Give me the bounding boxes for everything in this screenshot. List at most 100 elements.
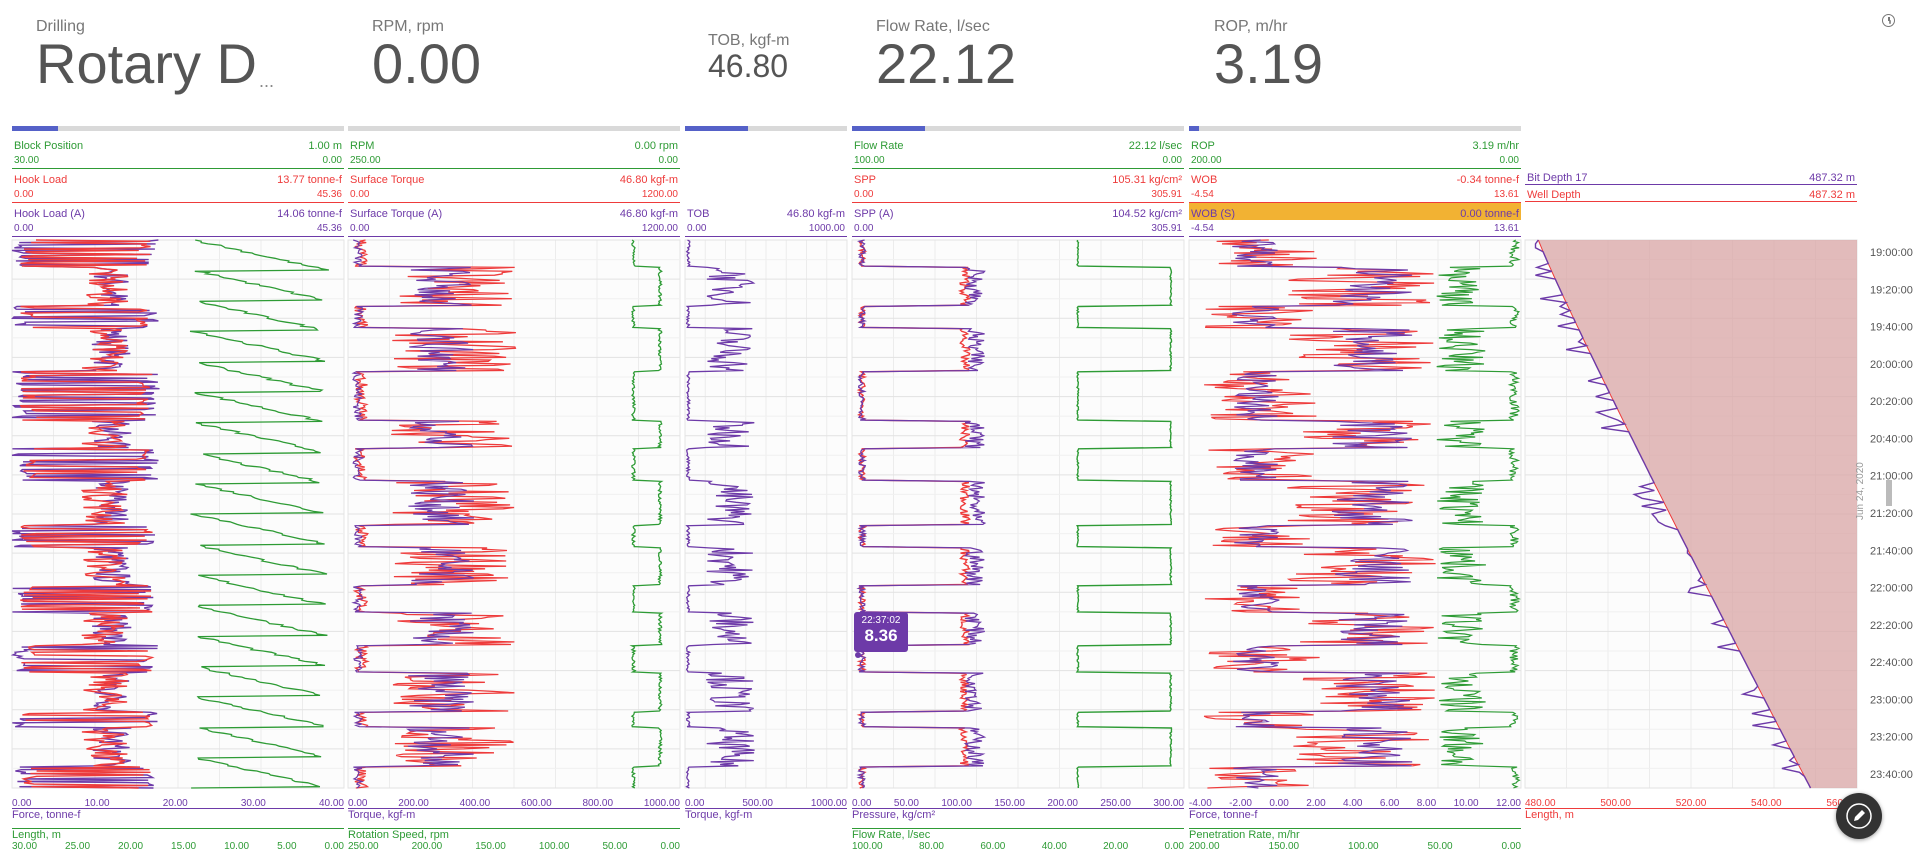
kpi-label: Drilling: [36, 18, 85, 35]
track-axis-footer_top: 0.00 500.00 1000.00 Torque, kgf-m: [685, 798, 847, 821]
axis-tick-label: 50.00: [893, 798, 919, 809]
curve-scale-row: 0.00 45.36: [12, 220, 344, 237]
track-axis-footer_top: -4.00 -2.00 0.00 2.00 4.00 6.00 8.00 10.00 12.00…: [1189, 798, 1521, 821]
block-position-curve: [189, 239, 330, 789]
axis-tick-label: -2.00: [1229, 798, 1252, 809]
curve-name: ROP: [1191, 140, 1215, 152]
curve-name-row[interactable]: SPP (A) 104.52 kg/cm²: [852, 203, 1184, 220]
axis-tick-label: 25.00: [65, 841, 91, 852]
axis-tick-label: -4.00: [1189, 798, 1212, 809]
curve-name-row[interactable]: ROP 3.19 m/hr: [1189, 135, 1521, 152]
track-axis-footer_bottom: Rotation Speed, rpm 250.00 200.00 150.00 100…: [348, 828, 680, 852]
curve-value: 104.52 kg/cm²: [1112, 208, 1182, 220]
axis-tick-label: 400.00: [459, 798, 491, 809]
time-axis-label: 21:20:00: [1870, 508, 1913, 520]
time-axis-label: 19:00:00: [1870, 247, 1913, 259]
curve-name-row[interactable]: Block Position 1.00 m: [12, 135, 344, 152]
scale-min: 0.00: [687, 222, 707, 234]
axis-tick-label: 500.00: [742, 798, 773, 809]
axis-tick-label: 250.00: [1100, 798, 1131, 809]
curve-name-row[interactable]: Surface Torque 46.80 kgf-m: [348, 169, 680, 186]
scale-min: 200.00: [1191, 154, 1222, 166]
curve-name-row[interactable]: Surface Torque (A) 46.80 kgf-m: [348, 203, 680, 220]
curve-name-row[interactable]: WOB -0.34 tonne-f: [1189, 169, 1521, 186]
axis-tick-label: 8.00: [1416, 798, 1437, 809]
kpi-value: 46.80: [708, 48, 789, 84]
curve-value: 22.12 l/sec: [1128, 140, 1182, 152]
track-progress-bar: [348, 126, 680, 131]
progress-fill: [1189, 126, 1199, 131]
curve-name-row[interactable]: Bit Depth 17 487.32 m: [1525, 168, 1857, 185]
track-axis-footer_top: 0.00 10.00 20.00 30.00 40.00 Force, tonne-f: [12, 798, 344, 821]
curve-name-row[interactable]: TOB 46.80 kgf-m: [685, 203, 847, 220]
axis-tick-label: 480.00: [1525, 798, 1556, 809]
curve-name-row[interactable]: Flow Rate 22.12 l/sec: [852, 135, 1184, 152]
well-depth-area: [1538, 240, 1857, 788]
tob-curve: [685, 239, 756, 789]
curve-value: -0.34 tonne-f: [1456, 174, 1519, 186]
axis-tick-label: 10.00: [224, 841, 250, 852]
axis-tick-label: 20.00: [1103, 841, 1129, 852]
curve-name: WOB (S): [1191, 208, 1235, 220]
axis-title: Force, tonne-f: [12, 808, 344, 821]
axis-tick-label: 100.00: [1348, 841, 1379, 852]
track-header-3: TOB 46.80 kgf-m 0.00 1000.00: [685, 203, 847, 237]
pencil-icon: [1846, 803, 1872, 829]
axis-tick-label: 12.00: [1495, 798, 1521, 809]
curve-value: 487.32 m: [1809, 189, 1855, 201]
axis-tick-label: 80.00: [918, 841, 944, 852]
scale-max: 1200.00: [641, 222, 678, 234]
curve-name-row[interactable]: RPM 0.00 rpm: [348, 135, 680, 152]
axis-tick-label: 15.00: [171, 841, 197, 852]
curve-scale-row: -4.54 13.61: [1189, 220, 1521, 237]
curve-scale-row: 250.00 0.00: [348, 152, 680, 169]
curve-value: 3.19 m/hr: [1472, 140, 1519, 152]
curve-name-row[interactable]: Well Depth 487.32 m: [1525, 185, 1857, 202]
axis-tick-label: 20.00: [162, 798, 188, 809]
axis-title: Pressure, kg/cm²: [852, 808, 1184, 821]
rpm-curve: [629, 239, 664, 789]
axis-tick-label: 0.00: [12, 798, 32, 809]
curve-scale-row: 200.00 0.00: [1189, 152, 1521, 169]
kpi-rpm: RPM, rpm 0.00: [372, 18, 481, 92]
curve-value: 0.00 rpm: [634, 140, 678, 152]
scale-max: 0.00: [1162, 154, 1182, 166]
curve-name: Bit Depth 17: [1527, 172, 1588, 184]
axis-tick-label: 0.00: [852, 798, 872, 809]
track-header-6: Bit Depth 17 487.32 m Well Depth 487.32 m: [1525, 168, 1857, 202]
time-axis-label: 22:40:00: [1870, 657, 1913, 669]
kpi-ellipsis: ...: [258, 71, 274, 91]
curve-scale-row: 0.00 305.91: [852, 186, 1184, 203]
curve-name-row[interactable]: SPP 105.31 kg/cm²: [852, 169, 1184, 186]
time-scroll-handle: [1886, 480, 1892, 506]
clock-icon[interactable]: [1882, 14, 1895, 27]
curve-name: RPM: [350, 140, 375, 152]
kpi-flow-rate: Flow Rate, l/sec 22.12: [876, 18, 1016, 92]
axis-tick-label: 5.00: [277, 841, 297, 852]
curve-scale-row: -4.54 13.61: [1189, 186, 1521, 203]
rop-curve: [1436, 239, 1521, 789]
axis-tick-label: 0.00: [660, 841, 680, 852]
curve-name-row[interactable]: WOB (S) 0.00 tonne-f: [1189, 203, 1521, 220]
track-progress-bar: [852, 126, 1184, 131]
time-axis-label: 22:00:00: [1870, 583, 1913, 595]
axis-tick-label: 0.00: [1269, 798, 1289, 809]
curve-value: 0.00 tonne-f: [1460, 208, 1519, 220]
scale-min: 0.00: [14, 222, 34, 234]
scale-max: 305.91: [1151, 222, 1182, 234]
curve-value: 1.00 m: [308, 140, 342, 152]
axis-tick-label: 30.00: [240, 798, 266, 809]
curve-name-row[interactable]: Hook Load (A) 14.06 tonne-f: [12, 203, 344, 220]
axis-tick-label: 40.00: [1041, 841, 1067, 852]
curve-value: 46.80 kgf-m: [786, 208, 845, 220]
time-axis-label: 19:20:00: [1870, 284, 1913, 296]
axis-tick-label: 10.00: [1453, 798, 1479, 809]
scale-min: -4.54: [1191, 188, 1214, 200]
curve-name-row[interactable]: Hook Load 13.77 tonne-f: [12, 169, 344, 186]
axis-tick-label: 2.00: [1306, 798, 1326, 809]
axis-tick-label: 200.00: [1189, 841, 1220, 852]
time-axis-label: 23:40:00: [1870, 769, 1913, 781]
edit-button[interactable]: [1836, 793, 1882, 839]
tooltip-value: 8.36: [864, 626, 898, 645]
progress-fill: [12, 126, 59, 131]
